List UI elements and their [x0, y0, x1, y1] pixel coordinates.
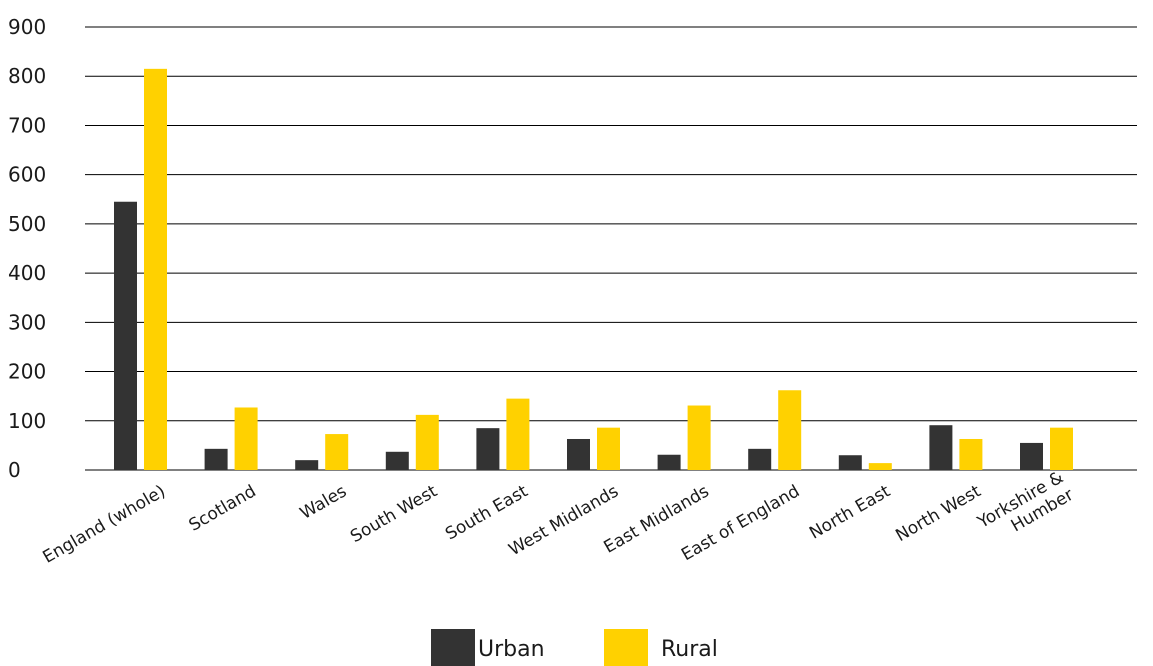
x-tick-label-line: North East — [806, 481, 894, 543]
y-tick-label: 200 — [8, 360, 46, 384]
bar-urban — [114, 201, 137, 470]
bar-rural — [959, 438, 983, 470]
y-tick-label: 900 — [8, 15, 46, 39]
x-tick-label-line: Wales — [297, 481, 351, 523]
grid-lines — [85, 26, 1137, 471]
x-tick-label-line: South West — [347, 481, 441, 547]
bar-urban — [476, 428, 500, 470]
bar-rural — [687, 405, 711, 470]
bar-urban — [657, 454, 681, 470]
y-tick-label: 0 — [8, 458, 21, 482]
bar-urban — [295, 460, 319, 470]
bar-rural — [1050, 427, 1073, 470]
bar-rural — [778, 390, 802, 470]
x-tick-label: Wales — [297, 481, 351, 523]
bar-rural — [144, 68, 167, 470]
y-tick-label: 400 — [8, 261, 46, 285]
bar-urban — [204, 448, 228, 470]
x-tick-label: North East — [806, 481, 894, 543]
bar-rural — [597, 427, 620, 470]
x-tick-label: Yorkshire &Humber — [973, 468, 1077, 551]
bar-rural — [234, 407, 258, 470]
x-tick-label-line: North West — [892, 481, 984, 546]
bar-urban — [748, 448, 772, 470]
bar-rural — [415, 414, 439, 470]
y-tick-label: 700 — [8, 113, 46, 137]
y-axis: 0 100 200 300 400 500 600 700 800 900 — [8, 15, 46, 482]
x-tick-label-line: Scotland — [186, 481, 260, 535]
bar-urban — [1020, 442, 1043, 470]
legend-swatch-urban — [431, 629, 475, 666]
bar-urban — [385, 451, 409, 470]
bar-urban — [567, 438, 590, 470]
bar-rural — [868, 463, 892, 470]
x-tick-label: South West — [347, 481, 441, 547]
x-tick-label-line: England (whole) — [40, 481, 169, 567]
y-tick-label: 100 — [8, 409, 46, 433]
bars — [114, 68, 1073, 470]
y-tick-label: 500 — [8, 212, 46, 236]
bar-urban — [838, 455, 862, 470]
x-tick-label: North West — [892, 481, 984, 546]
legend-label-rural: Rural — [661, 637, 718, 662]
y-tick-label: 600 — [8, 163, 46, 187]
x-tick-label: Scotland — [186, 481, 260, 535]
y-tick-label: 800 — [8, 64, 46, 88]
bar-urban — [929, 425, 953, 470]
y-tick-label: 300 — [8, 310, 46, 334]
legend: Urban Rural — [431, 629, 718, 666]
legend-label-urban: Urban — [478, 637, 545, 662]
x-tick-label: England (whole) — [40, 481, 169, 567]
bar-rural — [325, 434, 349, 470]
bar-rural — [506, 398, 530, 470]
legend-swatch-rural — [604, 629, 648, 666]
